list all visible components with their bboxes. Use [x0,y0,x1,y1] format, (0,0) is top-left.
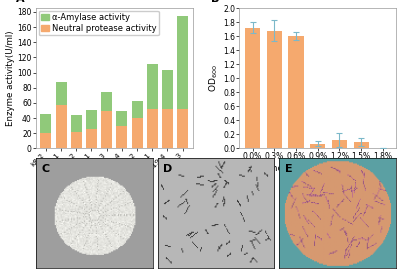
Bar [40,133,51,149]
Bar [86,129,97,149]
Bar [56,82,66,105]
Bar [245,28,260,149]
Bar [40,114,51,133]
Bar [101,111,112,149]
X-axis label: Concentration of nicotine: Concentration of nicotine [260,164,375,173]
Y-axis label: Enzyme activity(U/ml): Enzyme activity(U/ml) [6,31,14,126]
Bar [71,115,82,132]
Bar [101,92,112,111]
Bar [86,110,97,129]
Bar [162,70,173,109]
Bar [354,142,369,149]
Legend: α-Amylase activity, Neutral protease activity: α-Amylase activity, Neutral protease act… [38,11,159,35]
Text: A: A [16,0,24,4]
Text: B: B [211,0,220,4]
Text: D: D [164,164,173,174]
Bar [332,140,347,149]
Y-axis label: OD$_{600}$: OD$_{600}$ [208,64,220,92]
Bar [132,101,142,118]
Bar [132,118,142,149]
Bar [147,63,158,109]
Bar [288,36,304,149]
Bar [56,105,66,149]
Bar [177,17,188,109]
Bar [267,31,282,149]
Bar [116,127,127,149]
Bar [310,144,325,149]
Bar [177,109,188,149]
Text: E: E [285,164,292,174]
Bar [71,132,82,149]
Bar [147,109,158,149]
Bar [116,111,127,127]
X-axis label: Name of strains: Name of strains [78,177,150,186]
Bar [162,109,173,149]
Text: C: C [42,164,50,174]
